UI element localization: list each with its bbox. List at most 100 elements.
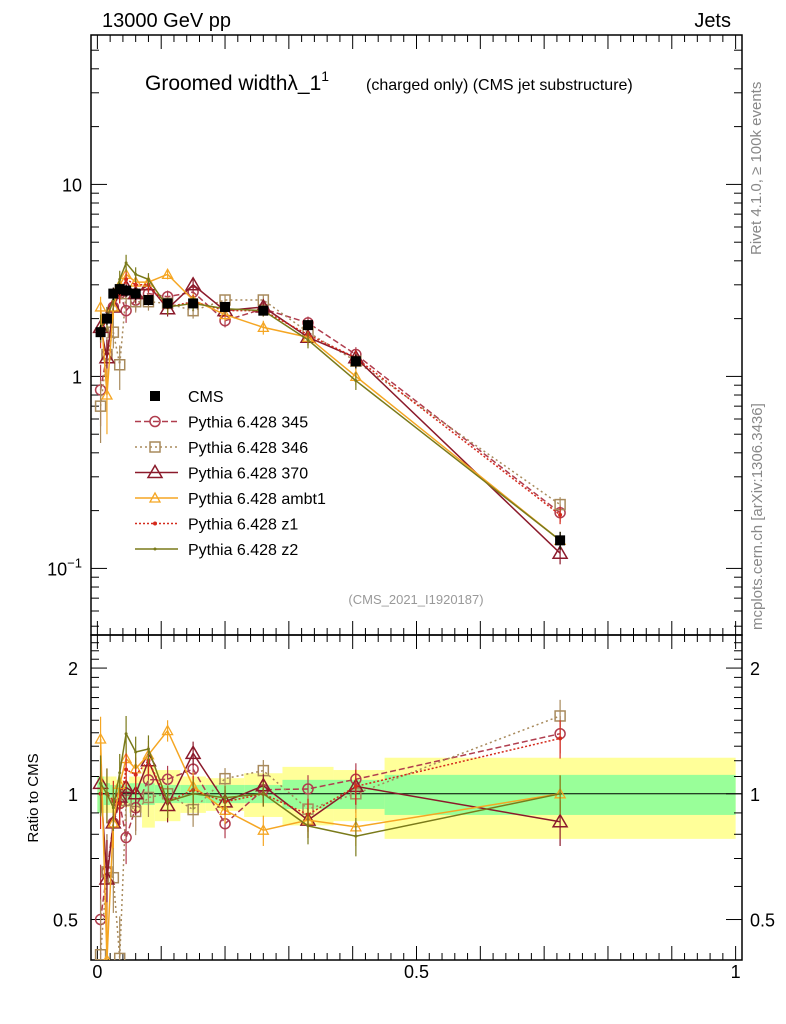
chart-title: Groomed widthλ_11 <box>145 68 329 95</box>
ratio-series-2 <box>94 699 566 960</box>
data-point <box>113 359 126 371</box>
data-point <box>220 301 231 312</box>
data-point <box>114 284 125 295</box>
data-point <box>350 356 361 367</box>
data-point <box>558 512 563 517</box>
legend-label: Pythia 6.428 z2 <box>188 542 298 559</box>
data-point <box>184 276 202 291</box>
ratio-y-tick-label: 0.5 <box>53 911 78 931</box>
x-tick-label: 0.5 <box>404 962 429 982</box>
ratio-point <box>111 806 115 810</box>
ratio-series-6 <box>99 715 562 857</box>
ratio-series-line <box>99 715 561 959</box>
ratio-point <box>117 801 122 806</box>
data-point <box>101 313 112 324</box>
ratio-point <box>161 724 174 736</box>
series-line <box>99 283 561 554</box>
rivet-version-label: Rivet 4.1.0, ≥ 100k events <box>748 82 765 255</box>
data-point <box>162 298 173 309</box>
ratio-y-axis-label: Ratio to CMS <box>25 753 42 842</box>
ratio-point <box>105 792 109 796</box>
ratio-point <box>354 834 358 838</box>
data-point <box>100 388 114 400</box>
data-point <box>258 305 269 316</box>
header-left-label: 13000 GeV pp <box>102 10 231 32</box>
data-point <box>120 304 132 317</box>
ratio-point <box>219 772 231 785</box>
ratio-point <box>146 747 150 751</box>
ratio-point <box>120 831 132 844</box>
legend-entry-3: Pythia 6.428 370 <box>135 464 308 483</box>
y-tick-label: 10−1 <box>47 555 82 579</box>
series-line <box>99 278 561 516</box>
data-point <box>107 326 120 338</box>
ratio-series-line <box>99 729 561 960</box>
y-tick-label: 1 <box>72 367 82 387</box>
legend: CMS Pythia 6.428 345 Pythia 6.428 346 Pythi… <box>135 389 326 559</box>
legend-label: CMS <box>188 389 224 406</box>
series-2 <box>94 284 566 513</box>
ratio-point <box>142 791 155 804</box>
chart-subtitle: (charged only) (CMS jet substructure) <box>366 77 633 94</box>
legend-marker <box>149 415 161 428</box>
legend-label: Pythia 6.428 345 <box>188 415 308 432</box>
ratio-point <box>261 792 265 796</box>
legend-marker <box>153 547 157 551</box>
data-point <box>143 295 154 306</box>
title-superscript: 1 <box>321 68 329 84</box>
legend-entry-6: Pythia 6.428 z2 <box>135 542 298 559</box>
legend-entry-5: Pythia 6.428 z1 <box>135 517 298 534</box>
ratio-y-tick-label: 2 <box>68 659 78 679</box>
data-point <box>94 300 107 312</box>
legend-label: Pythia 6.428 ambt1 <box>188 491 326 508</box>
ratio-point <box>191 792 195 796</box>
data-point <box>257 321 270 333</box>
axis-ticks <box>91 34 742 961</box>
legend-entry-2: Pythia 6.428 346 <box>135 440 308 457</box>
mcplots-label: mcplots.cern.ch [arXiv:1306.3436] <box>749 403 766 630</box>
legend-entry-1: Pythia 6.428 345 <box>135 415 308 432</box>
main-panel-series <box>92 254 569 565</box>
ratio-y-tick-label-right: 0.5 <box>750 911 775 931</box>
series-0 <box>95 283 566 550</box>
data-point <box>161 268 174 280</box>
legend-marker <box>150 391 160 401</box>
legend-entry-0: CMS <box>150 389 224 406</box>
ratio-point <box>127 785 144 800</box>
data-point <box>133 282 138 287</box>
ratio-point <box>184 744 202 760</box>
data-point <box>218 308 232 320</box>
data-point <box>95 327 106 338</box>
ratio-series-line <box>99 731 561 837</box>
ratio-point <box>558 736 563 741</box>
ratio-point <box>166 800 170 804</box>
ratio-point <box>257 823 270 835</box>
data-point <box>306 338 310 342</box>
ratio-point <box>113 952 126 960</box>
series-line <box>99 291 561 514</box>
ratio-point <box>124 732 128 736</box>
ratio-point <box>558 792 562 796</box>
ratio-point <box>551 813 569 828</box>
data-point <box>121 285 132 296</box>
legend-entry-4: Pythia 6.428 ambt1 <box>135 491 326 508</box>
legend-marker <box>149 441 161 453</box>
data-point <box>188 298 199 309</box>
ratio-point <box>94 732 107 744</box>
y-tick-label: 10 <box>62 175 82 195</box>
ratio-point <box>94 948 107 960</box>
header-right-label: Jets <box>694 10 731 32</box>
legend-label: Pythia 6.428 370 <box>188 466 308 483</box>
data-point <box>146 277 150 281</box>
data-point <box>555 535 566 546</box>
ratio-point <box>124 767 129 772</box>
data-point <box>108 288 119 299</box>
x-tick-label: 0 <box>92 962 102 982</box>
data-point <box>118 277 122 281</box>
legend-marker <box>146 464 164 479</box>
data-point <box>130 288 141 299</box>
ratio-point <box>133 772 138 777</box>
series-4 <box>94 267 567 550</box>
ratio-y-tick-label-right: 2 <box>750 659 760 679</box>
legend-marker <box>148 491 162 503</box>
